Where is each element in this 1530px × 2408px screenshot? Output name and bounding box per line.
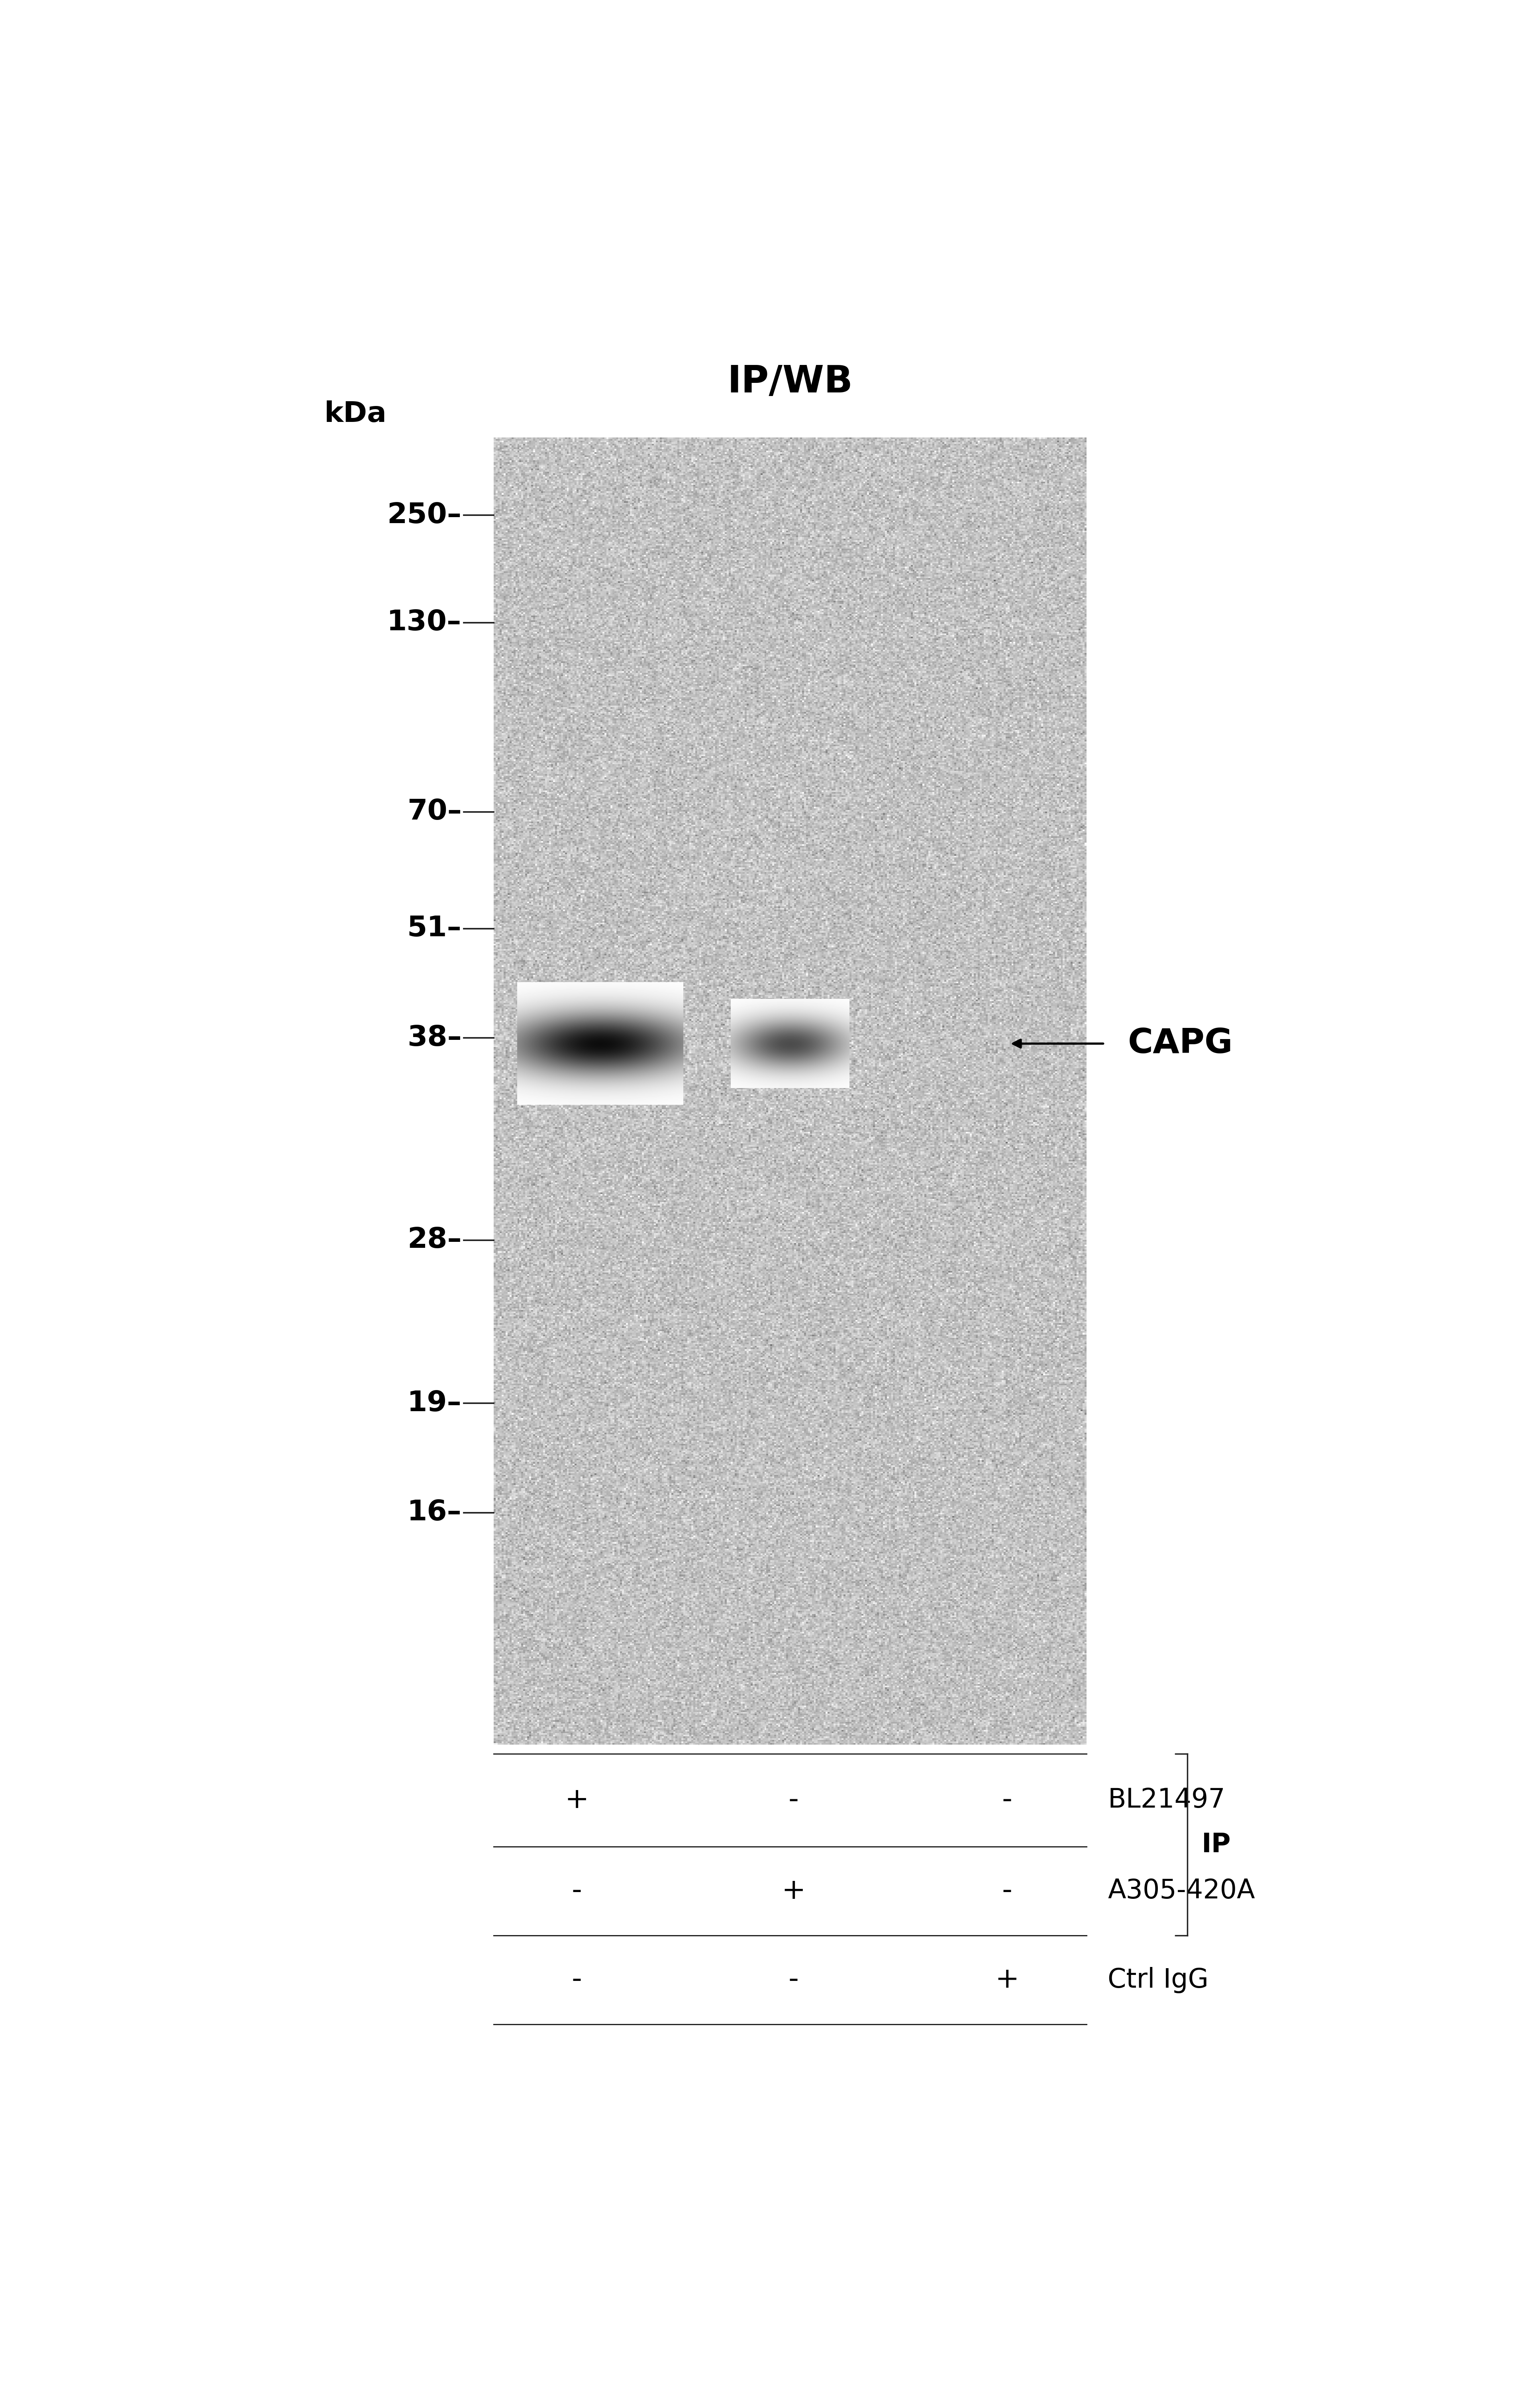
Text: +: + — [565, 1787, 589, 1813]
Text: BL21497: BL21497 — [1108, 1787, 1226, 1813]
Text: kDa: kDa — [324, 400, 387, 429]
Text: 28–: 28– — [407, 1226, 462, 1255]
Text: -: - — [788, 1787, 799, 1813]
Text: A305-420A: A305-420A — [1108, 1878, 1255, 1905]
Text: IP: IP — [1201, 1832, 1230, 1857]
Text: Ctrl IgG: Ctrl IgG — [1108, 1967, 1209, 1994]
Text: +: + — [782, 1878, 806, 1905]
Text: -: - — [571, 1967, 581, 1994]
Text: 250–: 250– — [387, 501, 462, 530]
Text: -: - — [571, 1878, 581, 1905]
Text: 19–: 19– — [407, 1389, 462, 1416]
Text: 130–: 130– — [387, 609, 462, 636]
Text: IP/WB: IP/WB — [727, 364, 852, 400]
Text: CAPG: CAPG — [1128, 1028, 1233, 1060]
Text: -: - — [1002, 1787, 1013, 1813]
Text: -: - — [1002, 1878, 1013, 1905]
Text: 70–: 70– — [407, 797, 462, 826]
Text: 16–: 16– — [407, 1498, 462, 1527]
Text: +: + — [994, 1967, 1019, 1994]
Text: 51–: 51– — [407, 915, 462, 942]
Text: -: - — [788, 1967, 799, 1994]
Bar — [494, 438, 1086, 1743]
Text: 38–: 38– — [407, 1023, 462, 1052]
